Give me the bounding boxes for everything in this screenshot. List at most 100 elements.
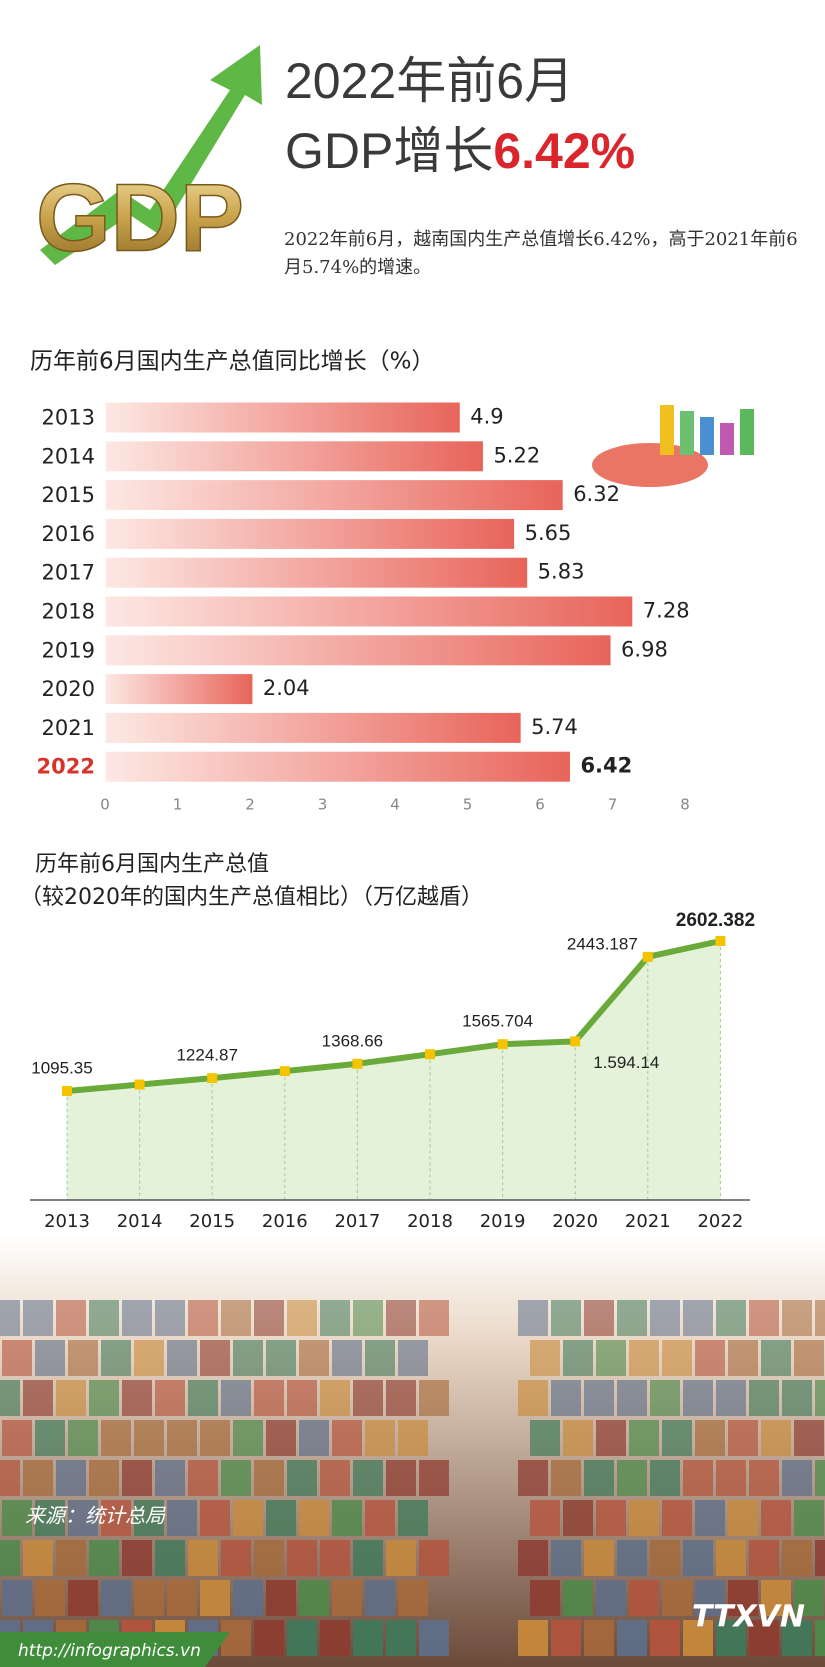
container [386,1620,416,1656]
container [782,1460,812,1496]
container [749,1380,779,1416]
container [596,1420,626,1456]
container [167,1500,197,1536]
container [794,1500,824,1536]
container [122,1300,152,1336]
value-label: 4.9 [470,405,503,429]
y-tick-label: 2015 [42,483,95,507]
container [518,1460,548,1496]
footer-band [0,1632,230,1667]
container [188,1380,218,1416]
value-label: 7.28 [643,599,690,623]
container [254,1620,284,1656]
container [662,1340,692,1376]
container [749,1460,779,1496]
y-tick-label: 2018 [42,600,95,624]
bar-icon [680,411,694,455]
marker [207,1073,218,1084]
container [782,1300,812,1336]
container [221,1620,251,1656]
container [299,1340,329,1376]
x-tick-label: 2018 [407,1211,453,1232]
container [200,1500,230,1536]
source: 来源：统计总局 [25,1504,166,1528]
container [134,1580,164,1616]
container [254,1540,284,1576]
container [794,1340,824,1376]
container [551,1620,581,1656]
bar [104,440,484,473]
x-tick-label: 2017 [334,1211,380,1232]
container [2,1500,32,1536]
value-label: 5.65 [525,521,572,545]
container [398,1580,428,1616]
container [815,1620,825,1656]
container [749,1540,779,1576]
container [365,1580,395,1616]
marker [62,1085,72,1096]
bar-icon [740,409,754,455]
container [35,1500,65,1536]
container [629,1500,659,1536]
container [122,1380,152,1416]
container [188,1460,218,1496]
container [662,1580,692,1616]
container [386,1380,416,1416]
value-label: 5.74 [531,715,578,739]
container [233,1580,263,1616]
container [68,1580,98,1616]
x-tick-label: 2 [245,796,255,814]
containers [0,1300,825,1656]
value-label: 1.594.14 [593,1053,659,1072]
container [629,1580,659,1616]
container [551,1460,581,1496]
container [101,1500,131,1536]
container [617,1540,647,1576]
x-tick-label: 2021 [625,1211,671,1232]
container [419,1540,449,1576]
container [89,1380,119,1416]
container [728,1580,758,1616]
container [683,1300,713,1336]
container [419,1460,449,1496]
container [320,1620,350,1656]
container [563,1420,593,1456]
pie-icon [592,443,708,487]
container [662,1500,692,1536]
container [155,1380,185,1416]
container [782,1380,812,1416]
container [200,1580,230,1616]
container [794,1580,824,1616]
container [563,1500,593,1536]
container [134,1420,164,1456]
container [518,1620,548,1656]
container [551,1380,581,1416]
container [56,1380,86,1416]
x-tick-label: 7 [608,796,618,814]
container [716,1460,746,1496]
container [68,1420,98,1456]
bar-icon [660,405,674,455]
x-tick-label: 2022 [697,1211,743,1232]
bar [104,595,634,628]
bar [104,401,461,434]
container [530,1420,560,1456]
container [365,1340,395,1376]
y-tick-label: 2017 [42,561,95,585]
marker [642,951,653,962]
value-label: 2602.382 [676,910,755,931]
container [287,1620,317,1656]
container [332,1340,362,1376]
title-line2: GDP增长6.42% [285,123,635,179]
container [683,1620,713,1656]
container [23,1460,53,1496]
container [167,1420,197,1456]
container [266,1500,296,1536]
container [398,1340,428,1376]
container [386,1300,416,1336]
container [815,1540,825,1576]
container [155,1460,185,1496]
container [584,1380,614,1416]
value-label: 1224.87 [176,1046,237,1065]
